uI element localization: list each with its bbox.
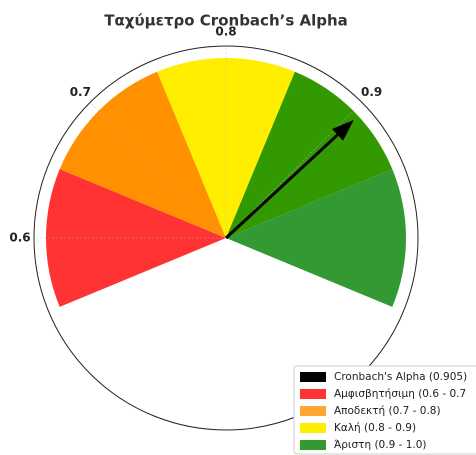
legend-swatch xyxy=(300,406,326,416)
legend-box xyxy=(293,365,476,455)
legend-label: Αμφισβητήσιμη (0.6 - 0.7 xyxy=(334,388,466,400)
legend-swatch xyxy=(300,389,326,399)
legend-swatch xyxy=(300,423,326,433)
legend-swatch xyxy=(300,440,326,450)
gauge-outline xyxy=(33,45,419,431)
legend-swatch xyxy=(300,372,326,382)
legend-label: Cronbach's Alpha (0.905) xyxy=(334,371,467,383)
needle xyxy=(224,133,339,240)
chart-title: Ταχύμετρο Cronbach’s Alpha xyxy=(104,12,348,30)
wedge xyxy=(226,169,406,307)
tick-label: 0.8 xyxy=(215,25,236,39)
needle-head xyxy=(332,119,354,141)
tick-label: 0.9 xyxy=(361,85,382,99)
tick-label: 0.7 xyxy=(70,85,91,99)
legend-label: Άριστη (0.9 - 1.0) xyxy=(334,439,427,451)
grid-line xyxy=(90,102,227,239)
legend-label: Καλή (0.8 - 0.9) xyxy=(334,422,416,434)
tick-label: 0.6 xyxy=(9,231,30,245)
legend-label: Αποδεκτή (0.7 - 0.8) xyxy=(334,405,441,417)
